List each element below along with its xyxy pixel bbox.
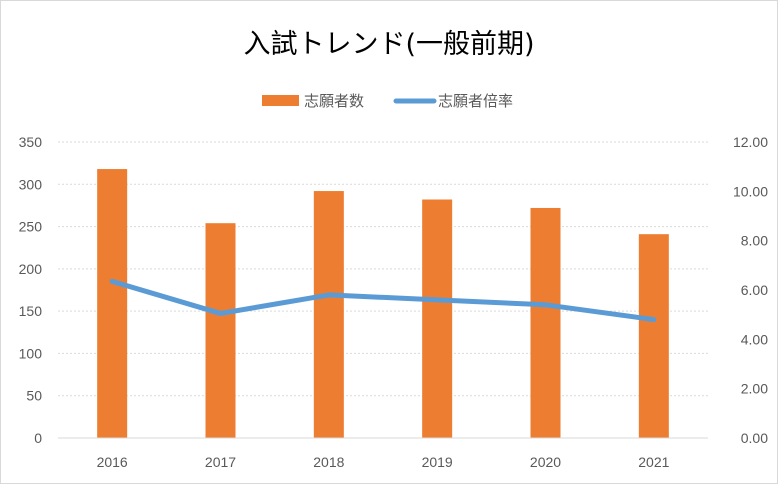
bar	[97, 169, 128, 438]
y-left-tick-label: 300	[19, 176, 43, 192]
x-tick-label: 2019	[422, 454, 453, 470]
bar	[205, 223, 236, 438]
y-left-tick-label: 350	[19, 134, 43, 150]
bar-series	[97, 169, 669, 438]
y-right-tick-label: 4.00	[741, 331, 768, 347]
y-right-tick-label: 2.00	[741, 381, 768, 397]
gridlines	[58, 141, 708, 439]
y-right-tick-label: 0.00	[741, 430, 768, 446]
x-tick-label: 2016	[97, 454, 128, 470]
bar	[422, 199, 453, 438]
line-series	[109, 278, 657, 323]
legend-swatch-bar	[262, 95, 299, 106]
legend-label-bar: 志願者数	[304, 92, 364, 110]
y-left-tick-label: 250	[19, 219, 43, 235]
bar	[313, 191, 344, 438]
series-line	[109, 278, 657, 323]
y-left-tick-label: 150	[19, 303, 43, 319]
y-left-tick-label: 50	[26, 388, 42, 404]
y-left-tick-label: 200	[19, 261, 43, 277]
x-tick-label: 2021	[638, 454, 669, 470]
y-axis-right: 0.00 2.00 4.00 6.00 8.00 10.00 12.00	[733, 134, 768, 446]
bar	[638, 234, 669, 438]
y-right-tick-label: 8.00	[741, 233, 768, 249]
y-right-tick-label: 12.00	[733, 134, 768, 150]
y-right-tick-label: 10.00	[733, 183, 768, 199]
chart-legend: 志願者数 志願者倍率	[262, 92, 513, 110]
legend-label-line: 志願者倍率	[438, 92, 513, 110]
y-left-tick-label: 100	[19, 345, 43, 361]
x-tick-label: 2020	[530, 454, 561, 470]
y-left-tick-label: 0	[34, 430, 42, 446]
x-tick-label: 2017	[205, 454, 236, 470]
x-axis: 2016 2017 2018 2019 2020 2021	[58, 437, 708, 470]
bar	[530, 207, 561, 438]
y-right-tick-label: 6.00	[741, 282, 768, 298]
x-tick-label: 2018	[313, 454, 344, 470]
chart-title: 入試トレンド(一般前期)	[243, 29, 534, 60]
y-axis-left: 0 50 100 150 200 250 300 350	[19, 134, 43, 446]
